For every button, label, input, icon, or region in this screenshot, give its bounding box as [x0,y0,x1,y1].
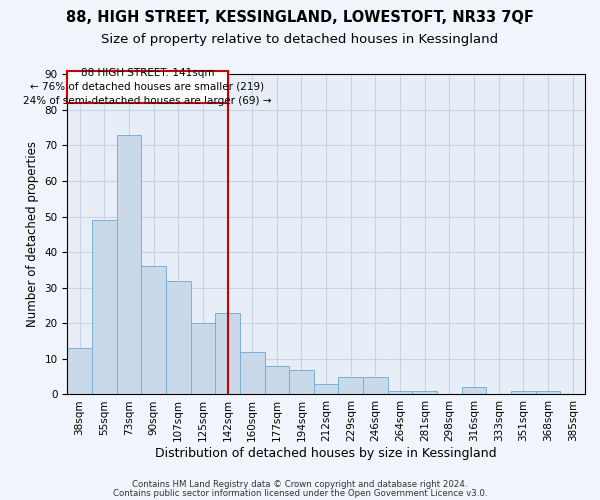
Bar [166,280,191,394]
Bar [388,391,412,394]
Bar [511,391,536,394]
Text: 88, HIGH STREET, KESSINGLAND, LOWESTOFT, NR33 7QF: 88, HIGH STREET, KESSINGLAND, LOWESTOFT,… [66,10,534,25]
Bar [240,352,265,395]
Bar [314,384,338,394]
Bar [265,366,289,394]
Bar [67,70,227,102]
Bar [289,370,314,394]
Bar [92,220,116,394]
Bar [363,376,388,394]
Bar [116,135,141,394]
Text: Contains public sector information licensed under the Open Government Licence v3: Contains public sector information licen… [113,488,487,498]
Text: 88 HIGH STREET: 141sqm
← 76% of detached houses are smaller (219)
24% of semi-de: 88 HIGH STREET: 141sqm ← 76% of detached… [23,68,272,106]
Bar [536,391,560,394]
Bar [412,391,437,394]
Bar [462,388,487,394]
Text: Size of property relative to detached houses in Kessingland: Size of property relative to detached ho… [101,32,499,46]
Bar [338,376,363,394]
Y-axis label: Number of detached properties: Number of detached properties [26,142,39,328]
X-axis label: Distribution of detached houses by size in Kessingland: Distribution of detached houses by size … [155,447,497,460]
Bar [191,324,215,394]
Bar [141,266,166,394]
Text: Contains HM Land Registry data © Crown copyright and database right 2024.: Contains HM Land Registry data © Crown c… [132,480,468,489]
Bar [67,348,92,395]
Bar [215,312,240,394]
